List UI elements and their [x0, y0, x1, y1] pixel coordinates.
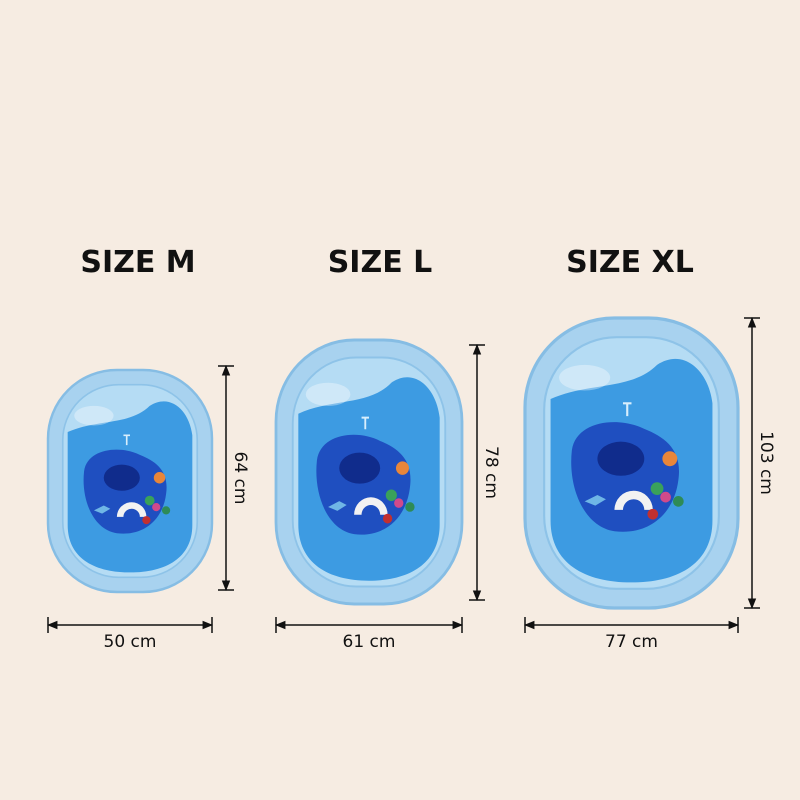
height-label: 103 cm [756, 431, 776, 495]
height-label: 64 cm [230, 452, 250, 505]
mat-image [46, 368, 214, 594]
mat-image [523, 316, 740, 610]
height-label: 78 cm [481, 446, 501, 499]
size-title: SIZE M [80, 245, 195, 280]
width-label: 50 cm [104, 632, 157, 652]
width-label: 61 cm [343, 632, 396, 652]
width-label: 77 cm [605, 632, 658, 652]
size-title: SIZE L [328, 245, 433, 280]
size-title: SIZE XL [566, 245, 694, 280]
mat-image [274, 338, 464, 606]
